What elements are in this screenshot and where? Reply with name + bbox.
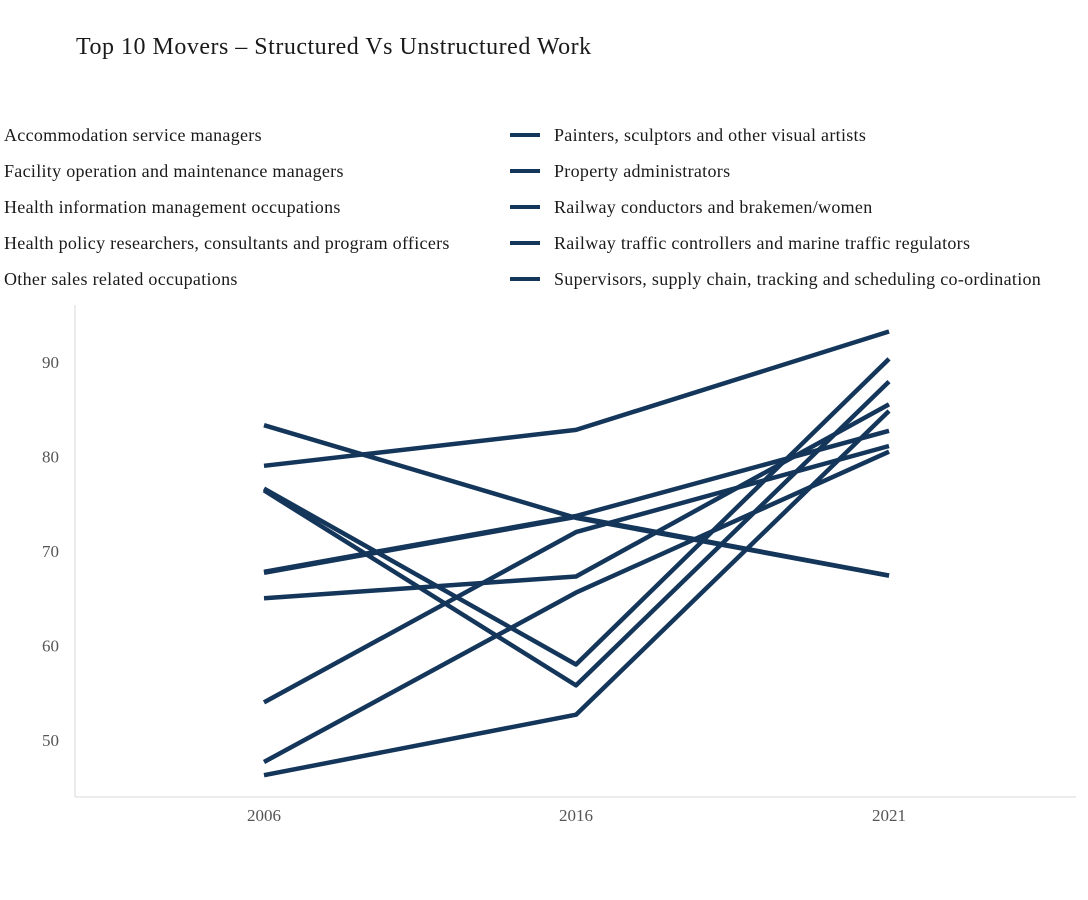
legend-label: Painters, sculptors and other visual art… bbox=[554, 124, 867, 145]
y-tick-label: 50 bbox=[42, 731, 59, 750]
legend-swatch bbox=[510, 205, 540, 209]
legend-swatch bbox=[510, 241, 540, 245]
legend-label: Railway traffic controllers and marine t… bbox=[554, 232, 971, 253]
legend-label: Supervisors, supply chain, tracking and … bbox=[554, 268, 1042, 289]
y-tick-label: 80 bbox=[42, 447, 59, 466]
legend-label: Other sales related occupations bbox=[4, 268, 238, 289]
x-tick-label: 2016 bbox=[559, 806, 593, 825]
series-line bbox=[263, 329, 890, 469]
legend-label: Railway conductors and brakemen/women bbox=[554, 196, 873, 217]
legend-item: Painters, sculptors and other visual art… bbox=[510, 123, 866, 147]
legend: Accommodation service managers Facility o… bbox=[0, 0, 1088, 300]
legend-item: Accommodation service managers bbox=[0, 123, 262, 147]
legend-item: Health information management occupation… bbox=[0, 195, 341, 219]
legend-swatch bbox=[510, 169, 540, 173]
legend-item: Property administrators bbox=[510, 159, 730, 183]
legend-item: Supervisors, supply chain, tracking and … bbox=[510, 267, 1041, 291]
legend-label: Facility operation and maintenance manag… bbox=[4, 160, 344, 181]
y-tick-label: 70 bbox=[42, 542, 59, 561]
legend-label: Property administrators bbox=[554, 160, 731, 181]
legend-swatch bbox=[510, 133, 540, 137]
x-tick-label: 2006 bbox=[247, 806, 281, 825]
legend-item: Facility operation and maintenance manag… bbox=[0, 159, 344, 183]
y-tick-label: 90 bbox=[42, 353, 59, 372]
legend-label: Health policy researchers, consultants a… bbox=[4, 232, 450, 253]
legend-label: Accommodation service managers bbox=[4, 124, 262, 145]
y-tick-label: 60 bbox=[42, 637, 59, 656]
legend-item: Railway traffic controllers and marine t… bbox=[510, 231, 970, 255]
legend-label: Health information management occupation… bbox=[4, 196, 341, 217]
series-line bbox=[262, 443, 890, 705]
series-line bbox=[263, 409, 891, 778]
legend-item: Other sales related occupations bbox=[0, 267, 238, 291]
series-line bbox=[262, 357, 891, 667]
legend-item: Health policy researchers, consultants a… bbox=[0, 231, 450, 255]
series-line bbox=[263, 402, 891, 601]
series-line bbox=[262, 449, 890, 764]
chart-title: Top 10 Movers – Structured Vs Unstructur… bbox=[76, 34, 592, 60]
series-line bbox=[263, 514, 890, 578]
legend-item: Railway conductors and brakemen/women bbox=[510, 195, 873, 219]
legend-swatch bbox=[510, 277, 540, 281]
x-tick-label: 2021 bbox=[872, 806, 906, 825]
